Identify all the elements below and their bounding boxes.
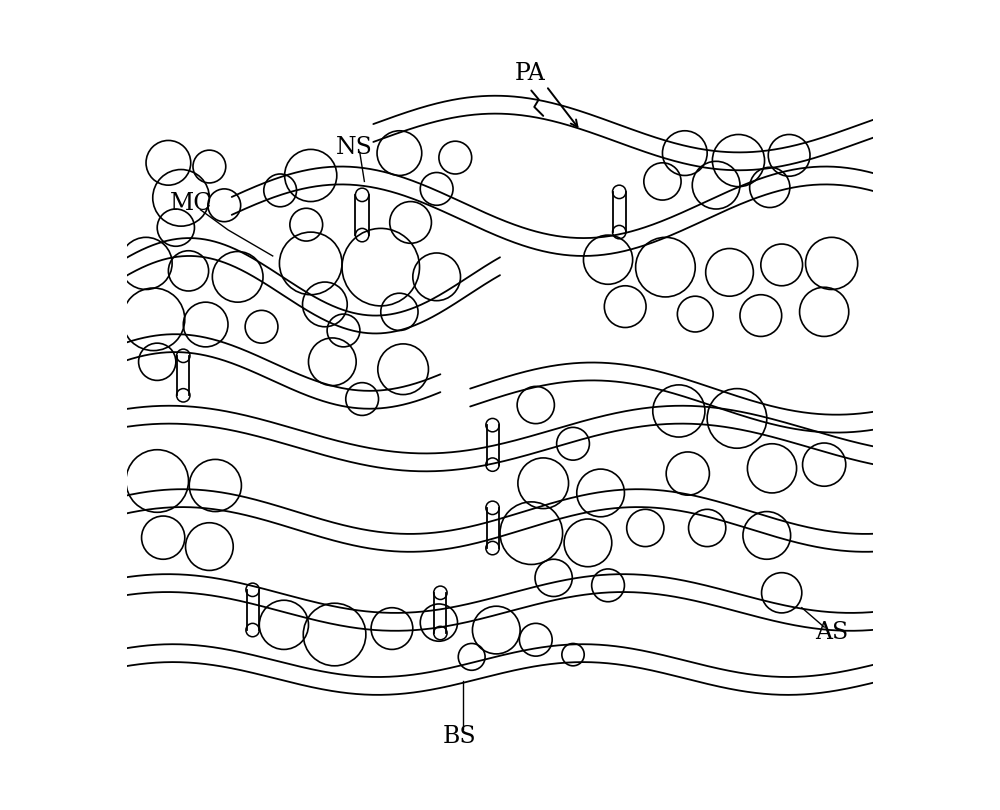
Text: NS: NS <box>336 136 373 160</box>
Text: PA: PA <box>514 62 545 85</box>
Text: MC: MC <box>170 192 212 215</box>
Text: AS: AS <box>815 620 848 644</box>
Text: BS: BS <box>442 725 476 748</box>
